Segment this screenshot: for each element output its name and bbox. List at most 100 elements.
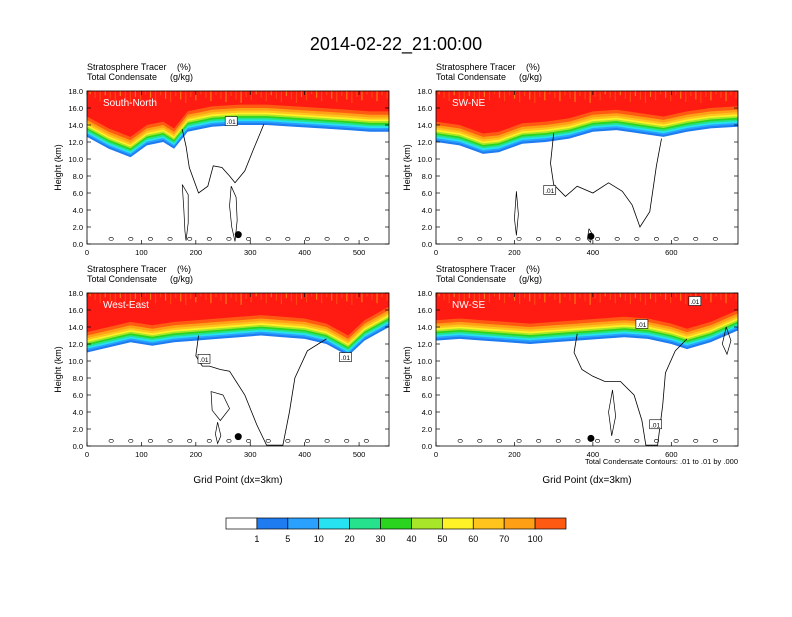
tracer-band-11 [436, 91, 738, 134]
tracer-streak [316, 293, 318, 300]
panel-label: South-North [103, 98, 157, 109]
tracer-streak [230, 91, 232, 97]
panel-label: SW-NE [452, 98, 485, 109]
tracer-streak [275, 91, 277, 99]
condensate-contour [195, 335, 327, 446]
condensate-contour-blob [344, 236, 350, 241]
y-tick-label: 2.0 [422, 223, 432, 232]
tracer-streak [270, 293, 272, 298]
tracer-streak [305, 91, 308, 101]
tracer-streak [94, 293, 96, 300]
tracer-streak [180, 91, 182, 100]
y-tick-label: 16.0 [68, 306, 83, 315]
plot-frame [435, 292, 739, 447]
condensate-contour-blob [187, 236, 193, 241]
colorbar-label: 5 [285, 534, 290, 544]
tracer-streak [438, 91, 440, 95]
tracer-streak [225, 91, 227, 103]
condensate-contour-blob [516, 236, 522, 241]
y-tick-label: 12.0 [417, 340, 432, 349]
tracer-streak [215, 293, 217, 298]
subtitle-unit2: (g/kg) [170, 72, 193, 82]
tracer-streak [483, 91, 486, 97]
colorbar-swatch [318, 517, 350, 530]
tracer-streak [599, 91, 601, 101]
tracer-streak [599, 293, 601, 303]
tracer-streak [549, 91, 551, 95]
tracer-streak [498, 91, 501, 98]
colorbar-label: 20 [345, 534, 355, 544]
subtitle-unit1: (%) [177, 264, 191, 274]
tracer-streak [165, 91, 167, 99]
tracer-streak [644, 91, 647, 103]
contour-label: .01 [199, 357, 208, 364]
tracer-streak [544, 293, 546, 303]
tracer-streak [654, 293, 657, 303]
tracer-streak [670, 293, 672, 304]
tracer-streak [376, 91, 378, 102]
tracer-streak [549, 293, 551, 297]
panel-south-north: Stratosphere Tracer (%) Total Condensate (g… [53, 62, 390, 257]
subtitle-unit1: (%) [177, 62, 191, 72]
condensate-contour-blob [595, 438, 601, 443]
subtitle-unit2: (g/kg) [519, 274, 542, 284]
tracer-streak [351, 91, 353, 103]
y-tick-label: 14.0 [417, 323, 432, 332]
tracer-streak [331, 293, 333, 301]
tracer-streak [336, 91, 338, 103]
tracer-streak [524, 293, 526, 299]
tracer-streak [235, 293, 237, 302]
colorbar-swatch [256, 517, 289, 530]
x-tick-label: 0 [85, 248, 89, 257]
x-tick-label: 300 [244, 248, 257, 257]
condensate-contour-small [229, 186, 238, 242]
subtitle-unit1: (%) [526, 62, 540, 72]
condensate-contour [573, 333, 688, 446]
x-tick-label: 500 [353, 248, 366, 257]
x-axis-label: Grid Point (dx=3km) [193, 475, 282, 486]
condensate-contour-blob [555, 438, 561, 443]
tracer-streak [381, 91, 383, 96]
condensate-contour-blob [147, 438, 153, 443]
plot-area: .01 .01 [87, 293, 389, 446]
tracer-streak [109, 91, 111, 99]
tracer-streak [649, 293, 652, 299]
tracer-streak [730, 293, 732, 298]
subtitle-line2: Total Condensate [436, 72, 506, 82]
condensate-contour-blob [536, 236, 542, 241]
tracer-streak [356, 293, 358, 299]
tracer-streak [564, 91, 566, 96]
tracer-streak [624, 293, 626, 301]
colorbar-label: 60 [468, 534, 478, 544]
tracer-streak [604, 91, 606, 95]
y-axis-label: Height (km) [402, 346, 412, 393]
tracer-streak [579, 293, 581, 299]
contour-label-2-box [339, 352, 352, 362]
tracer-streak [154, 91, 157, 102]
colorbar-swatch [534, 517, 567, 530]
tracer-streak [346, 293, 348, 302]
condensate-contour-blob [496, 236, 502, 241]
tracer-streak [205, 91, 207, 98]
condensate-contour-blob [673, 236, 679, 241]
tracer-streak [89, 91, 91, 95]
condensate-contour-blob [108, 438, 114, 443]
tracer-streak [700, 91, 702, 103]
tracer-streak [205, 293, 207, 300]
tracer-streak [579, 91, 581, 97]
tracer-streak [539, 293, 541, 299]
tracer-streak [619, 91, 621, 96]
tracer-streak [99, 91, 101, 102]
tracer-streak [574, 293, 576, 305]
tracer-streak [468, 91, 470, 97]
tracer-streak [463, 293, 465, 305]
tracer-streak [386, 293, 388, 301]
footnote: Total Condensate Contours: .01 to .01 by… [585, 457, 738, 466]
tracer-band-11 [87, 91, 389, 137]
condensate-contour-blob [575, 438, 581, 443]
tracer-streak [715, 293, 717, 297]
tracer-streak [285, 293, 288, 299]
subtitle-unit1: (%) [526, 264, 540, 274]
tracer-streak [710, 293, 712, 303]
